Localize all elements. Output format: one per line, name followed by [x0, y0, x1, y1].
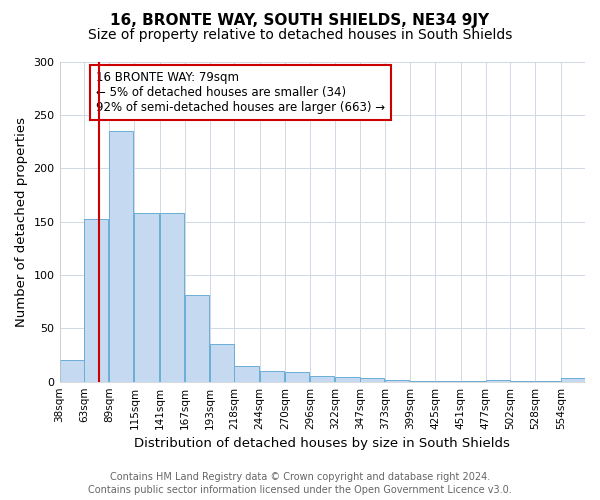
- Bar: [410, 380, 434, 382]
- Bar: [134, 213, 158, 382]
- Bar: [160, 213, 184, 382]
- Text: Contains HM Land Registry data © Crown copyright and database right 2024.
Contai: Contains HM Land Registry data © Crown c…: [88, 472, 512, 495]
- Bar: [260, 371, 284, 382]
- X-axis label: Distribution of detached houses by size in South Shields: Distribution of detached houses by size …: [134, 437, 510, 450]
- Bar: [210, 344, 235, 382]
- Bar: [310, 376, 334, 382]
- Bar: [335, 378, 359, 382]
- Bar: [285, 372, 309, 382]
- Bar: [461, 380, 485, 382]
- Bar: [561, 378, 585, 382]
- Text: Size of property relative to detached houses in South Shields: Size of property relative to detached ho…: [88, 28, 512, 42]
- Bar: [436, 380, 460, 382]
- Bar: [235, 366, 259, 382]
- Bar: [486, 380, 510, 382]
- Bar: [185, 295, 209, 382]
- Text: 16, BRONTE WAY, SOUTH SHIELDS, NE34 9JY: 16, BRONTE WAY, SOUTH SHIELDS, NE34 9JY: [110, 12, 490, 28]
- Bar: [59, 360, 84, 382]
- Text: 16 BRONTE WAY: 79sqm
← 5% of detached houses are smaller (34)
92% of semi-detach: 16 BRONTE WAY: 79sqm ← 5% of detached ho…: [97, 71, 385, 114]
- Bar: [359, 378, 384, 382]
- Bar: [84, 220, 108, 382]
- Bar: [510, 380, 535, 382]
- Bar: [385, 380, 409, 382]
- Bar: [535, 380, 560, 382]
- Y-axis label: Number of detached properties: Number of detached properties: [15, 116, 28, 326]
- Bar: [109, 131, 133, 382]
